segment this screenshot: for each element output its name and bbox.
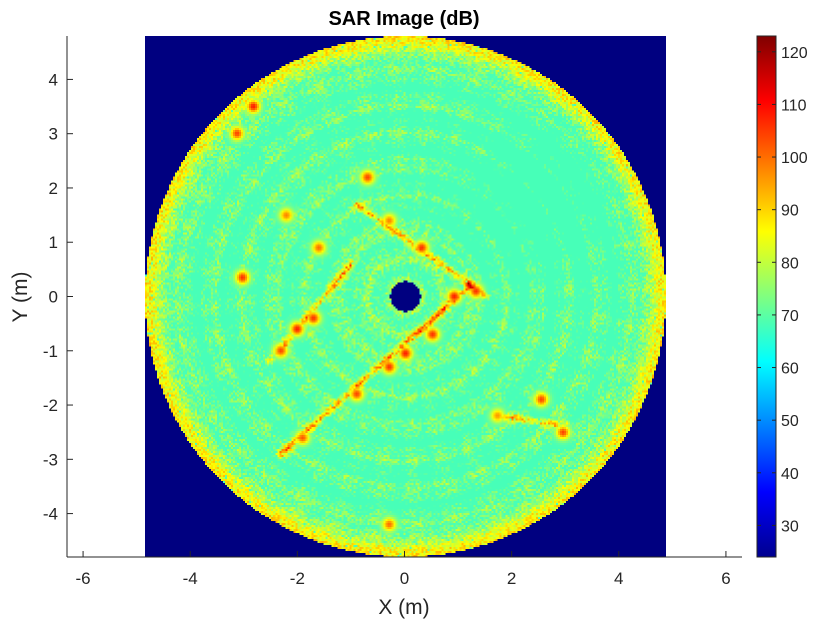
x-tick-label: 0 [400,569,409,588]
colorbar-tick-label: 110 [781,97,807,114]
x-tick-label: -6 [76,569,91,588]
sar-image-container [145,36,666,557]
x-ticks: -6 -4 -2 0 2 4 6 [76,551,731,588]
x-tick-label: 2 [507,569,516,588]
colorbar-tick-label: 70 [781,308,799,325]
y-tick-label: -2 [43,396,58,415]
y-tick-label: 3 [49,125,58,144]
colorbar-tick-label: 30 [781,518,799,535]
colorbar-tick-label: 90 [781,203,799,220]
y-tick-label: 2 [49,179,58,198]
colorbar-tick-label: 50 [781,413,799,430]
colorbar-ticks: 30 40 50 60 70 80 90 100 110 120 [757,45,808,535]
x-axis-label: X (m) [378,596,429,619]
y-tick-label: 0 [49,288,58,307]
y-tick-label: 1 [49,233,58,252]
colorbar [756,35,777,558]
x-tick-label: 4 [614,569,623,588]
colorbar-tick-label: 100 [781,150,808,167]
x-tick-label: 6 [721,569,730,588]
colorbar-tick-label: 60 [781,361,799,378]
y-ticks: -4 -3 -2 -1 0 1 2 3 4 [43,70,73,524]
x-tick-label: -2 [290,569,305,588]
y-tick-label: -4 [43,505,58,524]
chart-title: SAR Image (dB) [328,8,479,30]
y-tick-label: -3 [43,450,58,469]
y-tick-label: -1 [43,342,58,361]
sar-image [145,36,666,557]
y-tick-label: 4 [49,70,58,89]
colorbar-tick-label: 40 [781,466,799,483]
colorbar-tick-label: 120 [781,45,808,62]
y-axis-label: Y (m) [9,272,32,323]
colorbar-tick-label: 80 [781,255,799,272]
x-tick-label: -4 [183,569,198,588]
